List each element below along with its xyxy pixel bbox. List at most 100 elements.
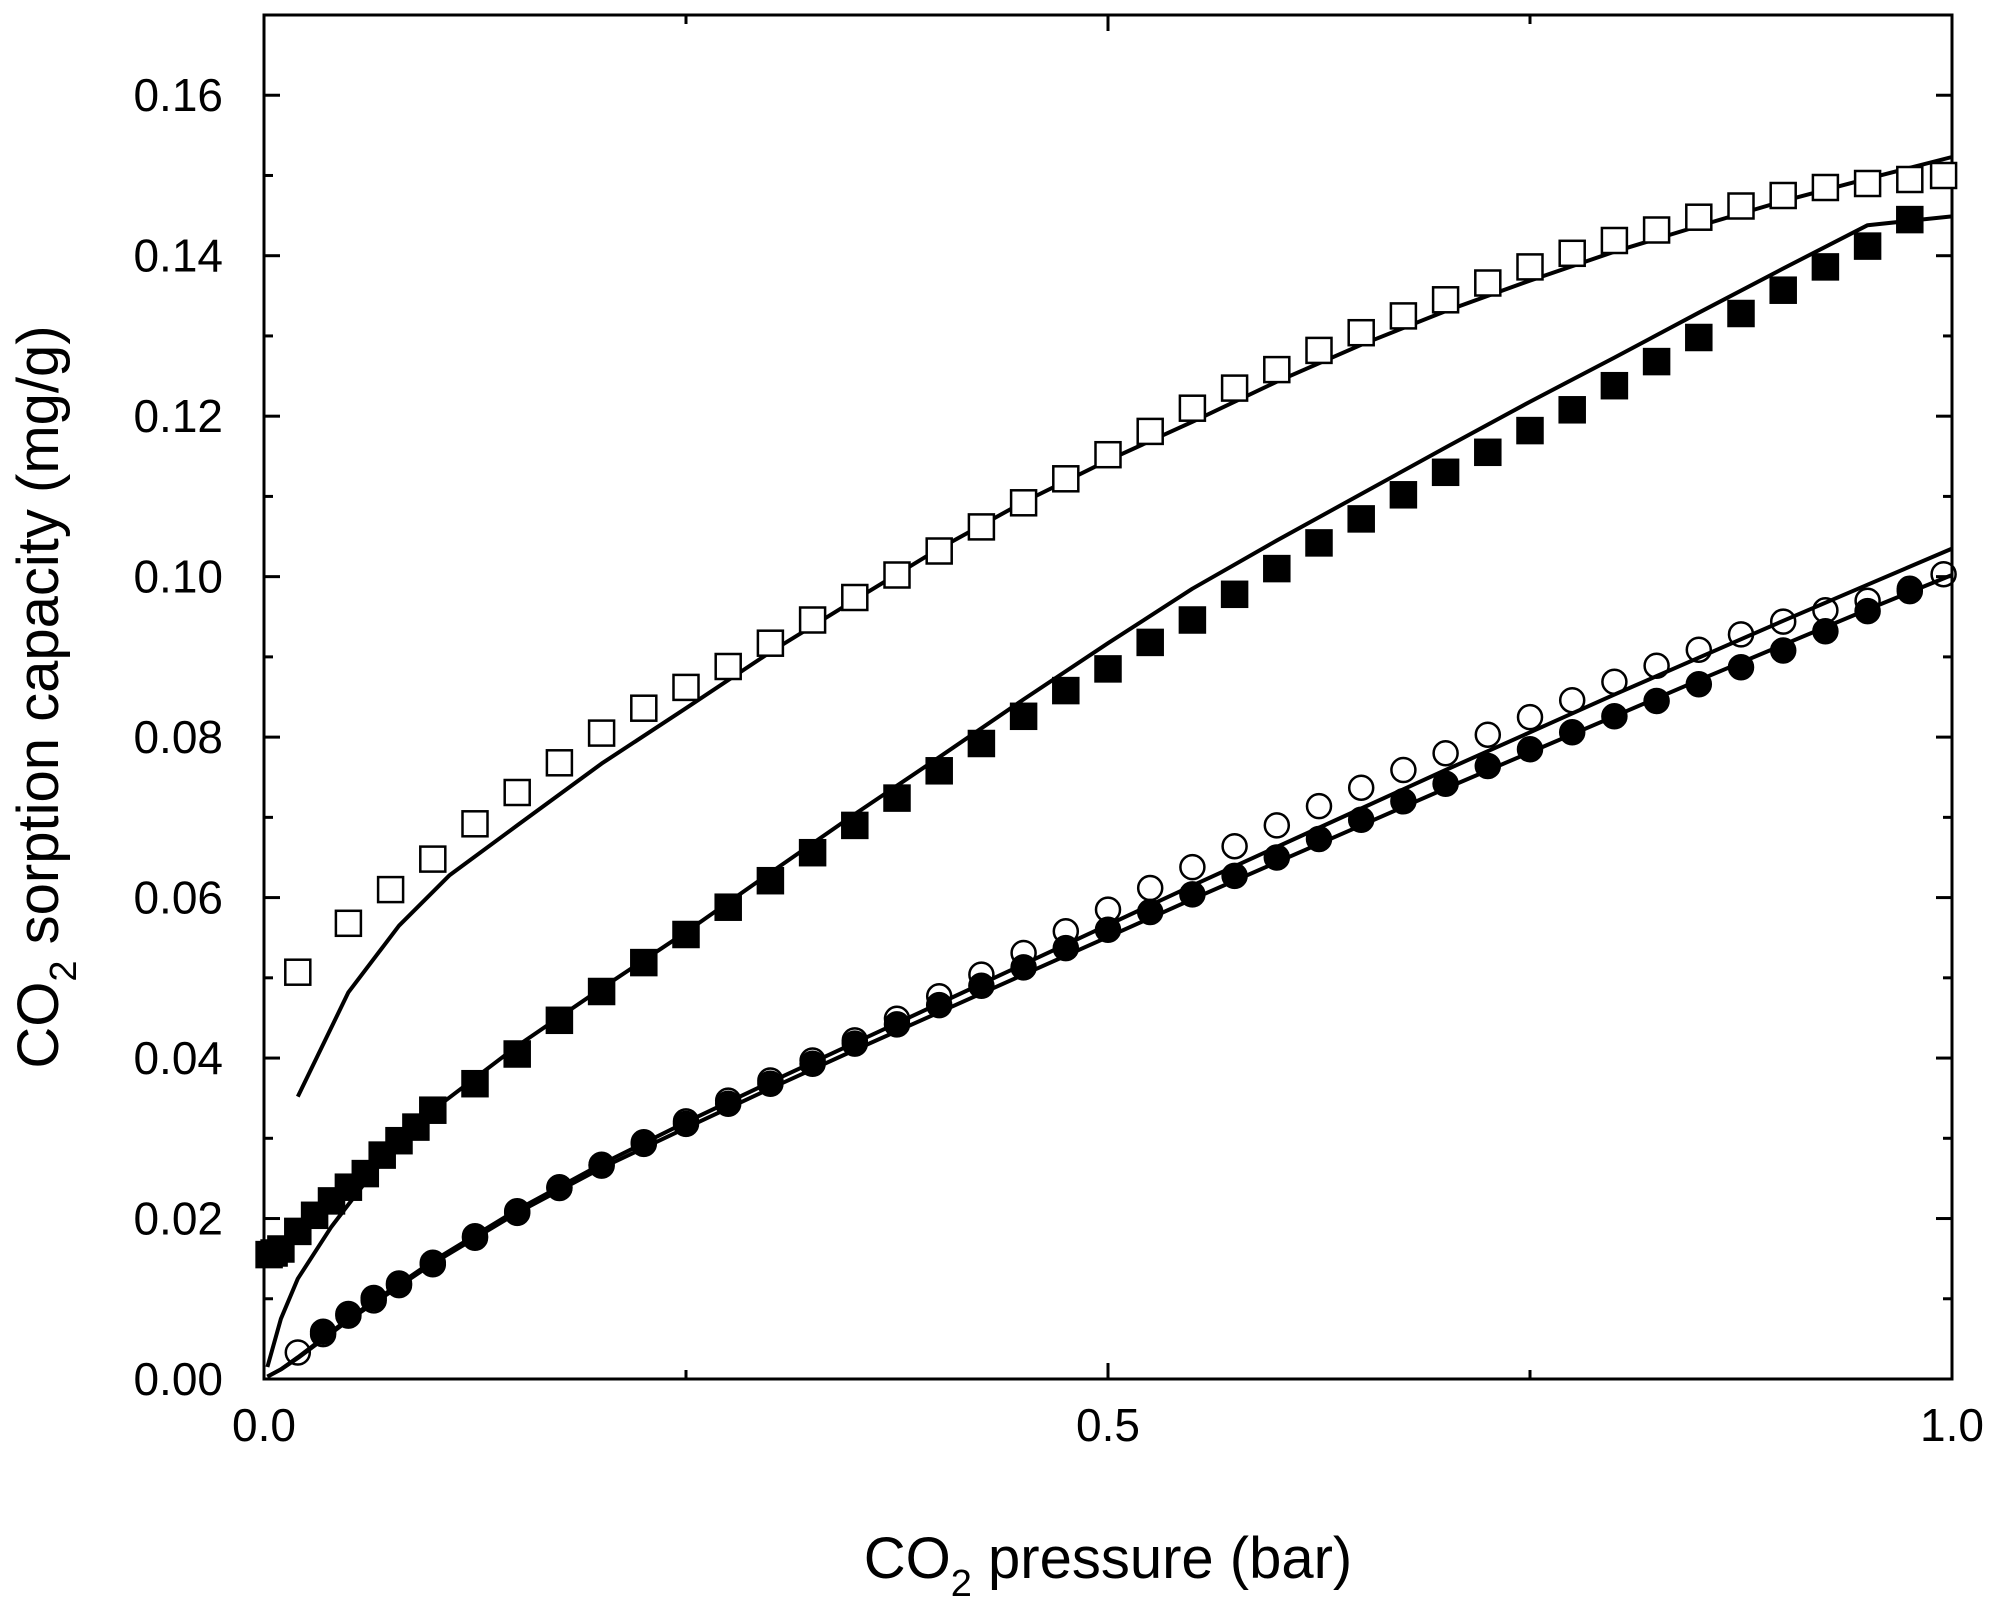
filled-circles-point: [1136, 898, 1164, 926]
filled-squares-point: [1347, 505, 1375, 533]
open-circles-point: [1263, 812, 1291, 839]
filled-squares-point: [1727, 299, 1755, 328]
filled-circles-point: [1305, 825, 1333, 853]
open-circles-point: [1432, 739, 1459, 767]
y-axis-title-subscript: 2: [43, 960, 85, 981]
open-squares-point: [1811, 173, 1840, 202]
filled-circles-point: [588, 1152, 615, 1179]
filled-circles-point: [546, 1173, 573, 1201]
open-squares-point: [883, 561, 911, 589]
open-squares-point: [1474, 269, 1502, 297]
open-squares-point: [1600, 226, 1629, 255]
filled-squares-point: [1178, 606, 1207, 634]
filled-circles-point: [630, 1130, 658, 1158]
filled-squares-point: [1389, 481, 1418, 509]
filled-circles-point: [309, 1318, 337, 1345]
filled-squares-point: [1685, 323, 1713, 352]
filled-circles-point: [883, 1011, 911, 1038]
filled-circles-point: [335, 1300, 362, 1328]
filled-circles-point: [1347, 806, 1375, 834]
filled-squares-point: [545, 1006, 574, 1035]
open-squares-point: [545, 749, 574, 777]
filled-squares-point: [1136, 628, 1164, 657]
filled-squares-point: [419, 1096, 447, 1124]
data-markers: [255, 161, 1958, 1366]
filled-squares-point: [883, 784, 911, 812]
filled-circles-point: [503, 1198, 531, 1225]
filled-squares-point: [1220, 580, 1249, 609]
y-tick-label: 0.12: [133, 390, 223, 442]
filled-squares-point: [1516, 416, 1544, 445]
filled-squares-point: [630, 948, 658, 977]
open-squares-point: [841, 583, 869, 612]
filled-circles-point: [1727, 654, 1755, 681]
x-axis-title-subscript: 2: [951, 1563, 972, 1605]
open-squares-point: [1727, 192, 1755, 220]
filled-circles-point: [1601, 703, 1628, 730]
filled-squares-point: [1896, 205, 1924, 234]
open-squares-point: [1431, 286, 1460, 314]
open-squares-point: [1558, 239, 1586, 268]
filled-squares-point: [714, 893, 742, 921]
filled-circles-point: [385, 1270, 413, 1297]
filled-circles-point: [1263, 844, 1291, 871]
filled-squares-point: [798, 838, 827, 867]
open-squares-point: [1685, 203, 1713, 231]
filled-squares-point: [967, 729, 996, 758]
open-circles-point: [1179, 853, 1206, 881]
filled-circles-point: [360, 1284, 387, 1312]
filled-circles-point: [714, 1090, 742, 1118]
y-tick-label: 0.00: [133, 1353, 223, 1405]
filled-circles-point: [1221, 862, 1248, 890]
open-squares-point: [376, 875, 405, 904]
open-circles-point: [1930, 560, 1957, 588]
filled-circles-point: [799, 1050, 826, 1077]
open-squares-point: [503, 778, 531, 807]
filled-squares-point: [1642, 347, 1671, 376]
filled-squares-point: [1431, 458, 1460, 487]
open-squares-point: [967, 513, 996, 541]
filled-circles-point: [1769, 637, 1797, 664]
filled-squares-point: [1305, 529, 1333, 557]
filled-circles-point: [1558, 719, 1586, 746]
filled-squares-point: [1811, 253, 1840, 281]
open-squares-point: [1347, 318, 1375, 347]
filled-squares-point: [841, 811, 869, 840]
filled-squares-point: [503, 1040, 531, 1068]
filled-circles-point: [1516, 735, 1544, 763]
open-squares-point: [1178, 394, 1207, 422]
open-squares-point: [461, 810, 489, 838]
filled-circles-point: [419, 1249, 447, 1276]
filled-circles-point: [672, 1110, 700, 1138]
y-tick-label: 0.06: [133, 872, 223, 924]
x-tick-label: 0.5: [1076, 1399, 1140, 1451]
y-tick-label: 0.08: [133, 711, 223, 763]
open-squares-point: [714, 652, 742, 681]
open-squares-point: [284, 958, 312, 986]
open-squares-point: [1136, 417, 1164, 446]
open-circles-point: [1136, 874, 1164, 902]
filled-squares-point: [1009, 702, 1038, 731]
y-tick-label: 0.16: [133, 69, 223, 121]
open-squares-point: [1389, 302, 1418, 330]
open-circles-point: [1685, 636, 1713, 663]
open-squares-point: [419, 845, 447, 873]
filled-circles-point: [1052, 934, 1080, 962]
open-squares-point: [1094, 440, 1122, 469]
y-tick-label: 0.10: [133, 551, 223, 603]
open-circles-point: [1643, 652, 1670, 679]
filled-circles-point: [1179, 881, 1206, 908]
open-circles-point: [284, 1339, 312, 1366]
filled-circles-point: [1854, 597, 1881, 625]
filled-squares-point: [461, 1069, 489, 1098]
open-squares-point: [1929, 161, 1958, 190]
open-squares-point: [587, 719, 616, 747]
x-tick-label: 1.0: [1920, 1399, 1984, 1451]
open-circles-point: [1558, 686, 1586, 714]
y-axis-title-main: CO: [6, 982, 71, 1069]
open-squares-point: [1052, 465, 1080, 493]
filled-circles-point: [757, 1070, 784, 1097]
filled-squares-point: [756, 866, 785, 895]
open-squares-point: [756, 629, 785, 657]
open-circles-point: [1769, 608, 1797, 635]
